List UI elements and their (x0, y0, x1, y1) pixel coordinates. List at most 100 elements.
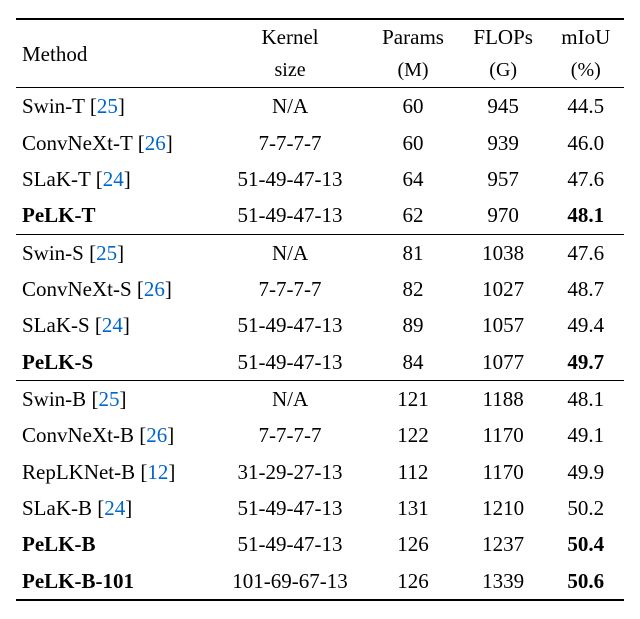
method-cell: Swin-T [25] (16, 88, 213, 125)
header-miou-l2: (%) (548, 54, 624, 88)
reference-link[interactable]: [26] (139, 423, 174, 447)
table-body: Swin-T [25]N/A6094544.5ConvNeXt-T [26]7-… (16, 88, 624, 600)
miou-cell: 47.6 (548, 234, 624, 271)
kernel-cell: N/A (213, 88, 368, 125)
miou-cell: 47.6 (548, 161, 624, 197)
method-name: ConvNeXt-B (22, 423, 134, 447)
miou-cell: 49.4 (548, 307, 624, 343)
reference-link[interactable]: [12] (140, 460, 175, 484)
params-cell: 82 (367, 271, 458, 307)
header-method: Method (16, 19, 213, 88)
header-miou-l1: mIoU (548, 19, 624, 54)
flops-cell: 1077 (459, 344, 548, 381)
reference-link[interactable]: [25] (89, 241, 124, 265)
reference-link[interactable]: [24] (97, 496, 132, 520)
kernel-cell: 101-69-67-13 (213, 563, 368, 600)
header-kernel-l2: size (213, 54, 368, 88)
method-cell: Swin-S [25] (16, 234, 213, 271)
params-cell: 112 (367, 454, 458, 490)
kernel-cell: 31-29-27-13 (213, 454, 368, 490)
kernel-cell: 7-7-7-7 (213, 271, 368, 307)
kernel-cell: 51-49-47-13 (213, 161, 368, 197)
params-cell: 122 (367, 417, 458, 453)
method-cell: PeLK-T (16, 197, 213, 234)
method-cell: PeLK-B (16, 526, 213, 562)
params-cell: 81 (367, 234, 458, 271)
table-row: SLaK-T [24] 51-49-47-136495747.6 (16, 161, 624, 197)
reference-number: 26 (146, 423, 167, 447)
flops-cell: 939 (459, 125, 548, 161)
table-row: Swin-S [25]N/A81103847.6 (16, 234, 624, 271)
table-row: PeLK-S51-49-47-1384107749.7 (16, 344, 624, 381)
table-row: Swin-B [25]N/A121118848.1 (16, 381, 624, 418)
reference-number: 25 (97, 94, 118, 118)
header-flops-l1: FLOPs (459, 19, 548, 54)
method-name: RepLKNet-B (22, 460, 135, 484)
flops-cell: 1170 (459, 417, 548, 453)
miou-cell: 48.1 (548, 197, 624, 234)
params-cell: 62 (367, 197, 458, 234)
kernel-cell: 51-49-47-13 (213, 490, 368, 526)
header-params-l1: Params (367, 19, 458, 54)
table-row: PeLK-B-101101-69-67-13126133950.6 (16, 563, 624, 600)
method-name: Swin-T (22, 94, 85, 118)
table-row: SLaK-B [24]51-49-47-13131121050.2 (16, 490, 624, 526)
kernel-cell: 51-49-47-13 (213, 307, 368, 343)
method-cell: SLaK-S [24] (16, 307, 213, 343)
params-cell: 64 (367, 161, 458, 197)
kernel-cell: 51-49-47-13 (213, 197, 368, 234)
kernel-cell: 51-49-47-13 (213, 344, 368, 381)
flops-cell: 945 (459, 88, 548, 125)
method-cell: Swin-B [25] (16, 381, 213, 418)
reference-number: 24 (103, 167, 124, 191)
flops-cell: 1038 (459, 234, 548, 271)
reference-link[interactable]: [24] (96, 167, 131, 191)
kernel-cell: 51-49-47-13 (213, 526, 368, 562)
params-cell: 60 (367, 88, 458, 125)
flops-cell: 1339 (459, 563, 548, 600)
kernel-cell: N/A (213, 381, 368, 418)
miou-cell: 48.1 (548, 381, 624, 418)
table-row: ConvNeXt-T [26]7-7-7-76093946.0 (16, 125, 624, 161)
method-name: ConvNeXt-T (22, 131, 132, 155)
method-cell: ConvNeXt-B [26] (16, 417, 213, 453)
method-name: PeLK-S (22, 350, 93, 374)
miou-cell: 50.2 (548, 490, 624, 526)
miou-cell: 48.7 (548, 271, 624, 307)
params-cell: 89 (367, 307, 458, 343)
method-cell: ConvNeXt-T [26] (16, 125, 213, 161)
flops-cell: 1188 (459, 381, 548, 418)
miou-cell: 50.4 (548, 526, 624, 562)
kernel-cell: N/A (213, 234, 368, 271)
table-row: PeLK-T51-49-47-136297048.1 (16, 197, 624, 234)
method-name: SLaK-T (22, 167, 90, 191)
flops-cell: 1057 (459, 307, 548, 343)
results-table: Method Kernel Params FLOPs mIoU size (M)… (16, 18, 624, 601)
table-row: ConvNeXt-B [26]7-7-7-7122117049.1 (16, 417, 624, 453)
method-cell: ConvNeXt-S [26] (16, 271, 213, 307)
params-cell: 131 (367, 490, 458, 526)
reference-link[interactable]: [25] (90, 94, 125, 118)
reference-number: 25 (96, 241, 117, 265)
method-name: SLaK-B (22, 496, 92, 520)
params-cell: 60 (367, 125, 458, 161)
header-kernel-l1: Kernel (213, 19, 368, 54)
method-name: PeLK-T (22, 203, 96, 227)
table-row: SLaK-S [24]51-49-47-1389105749.4 (16, 307, 624, 343)
reference-link[interactable]: [24] (95, 313, 130, 337)
flops-cell: 957 (459, 161, 548, 197)
method-name: SLaK-S (22, 313, 90, 337)
kernel-cell: 7-7-7-7 (213, 125, 368, 161)
flops-cell: 1027 (459, 271, 548, 307)
header-flops-l2: (G) (459, 54, 548, 88)
flops-cell: 1170 (459, 454, 548, 490)
method-name: Swin-S (22, 241, 84, 265)
reference-link[interactable]: [26] (137, 277, 172, 301)
table-row: Swin-T [25]N/A6094544.5 (16, 88, 624, 125)
reference-link[interactable]: [25] (91, 387, 126, 411)
reference-number: 24 (104, 496, 125, 520)
reference-number: 24 (102, 313, 123, 337)
method-cell: SLaK-B [24] (16, 490, 213, 526)
reference-link[interactable]: [26] (138, 131, 173, 155)
flops-cell: 1237 (459, 526, 548, 562)
